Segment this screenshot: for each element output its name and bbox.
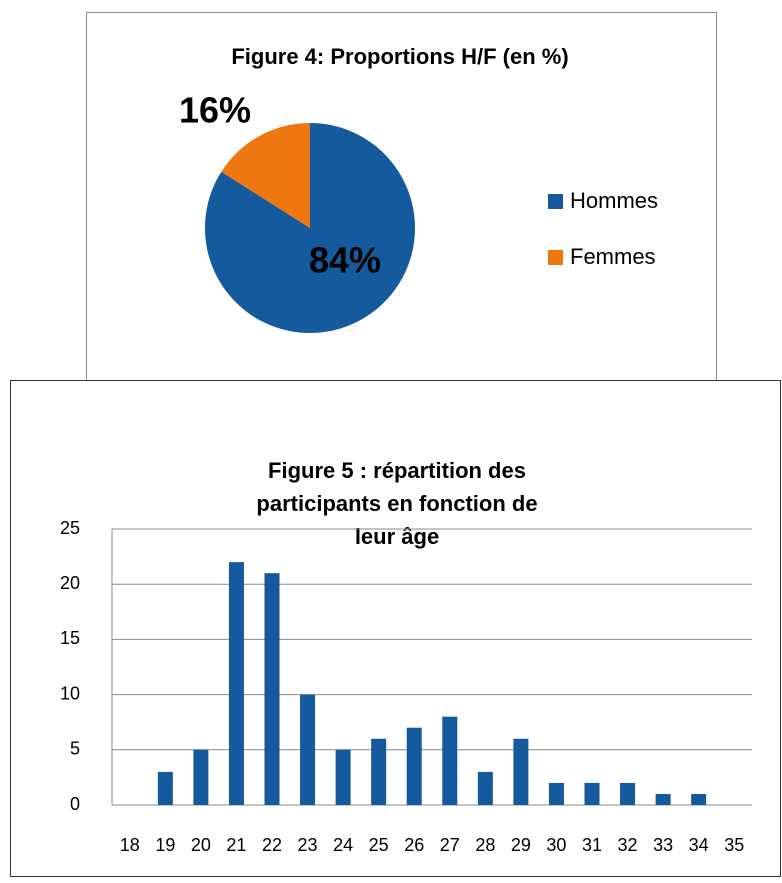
bar: [264, 573, 280, 805]
x-tick-label: 33: [653, 835, 673, 855]
x-tick-label: 28: [475, 835, 495, 855]
y-tick-label: 25: [60, 518, 80, 538]
bar: [406, 727, 422, 805]
x-tick-label: 35: [724, 835, 744, 855]
x-tick-label: 26: [404, 835, 424, 855]
y-tick-label: 5: [70, 739, 80, 759]
x-tick-label: 22: [262, 835, 282, 855]
y-tick-label: 15: [60, 628, 80, 648]
bar: [335, 749, 351, 805]
bar: [442, 716, 458, 805]
bar: [228, 562, 244, 805]
legend-label: Femmes: [570, 244, 656, 269]
bar: [584, 782, 600, 805]
legend-label: Hommes: [570, 188, 658, 213]
chart-title: Figure 5 : répartition des: [268, 458, 526, 483]
x-tick-label: 18: [120, 835, 140, 855]
data-label: 16%: [179, 90, 251, 131]
bar: [655, 793, 671, 805]
legend-swatch: [548, 250, 563, 265]
y-tick-label: 0: [70, 794, 80, 814]
x-tick-label: 30: [546, 835, 566, 855]
bar: [620, 782, 636, 805]
x-tick-label: 23: [298, 835, 318, 855]
bar: [548, 782, 564, 805]
bar: [157, 771, 173, 805]
x-tick-label: 19: [155, 835, 175, 855]
bar-frame: [10, 380, 781, 877]
bar: [193, 749, 209, 805]
x-tick-label: 20: [191, 835, 211, 855]
bar: [513, 738, 529, 805]
x-tick-label: 21: [226, 835, 246, 855]
x-tick-label: 29: [511, 835, 531, 855]
x-tick-label: 32: [618, 835, 638, 855]
x-tick-label: 31: [582, 835, 602, 855]
bar: [691, 793, 707, 805]
bar: [477, 771, 493, 805]
data-label: 84%: [309, 240, 381, 281]
chart-title: participants en fonction de: [256, 491, 537, 516]
y-tick-label: 10: [60, 683, 80, 703]
bar: [371, 738, 387, 805]
chart-title: leur âge: [355, 524, 439, 549]
x-tick-label: 24: [333, 835, 353, 855]
legend-swatch: [548, 194, 563, 209]
chart-title: Figure 4: Proportions H/F (en %): [231, 44, 568, 69]
x-tick-label: 34: [689, 835, 709, 855]
bar: [300, 694, 316, 805]
y-tick-label: 20: [60, 573, 80, 593]
x-tick-label: 25: [369, 835, 389, 855]
x-tick-label: 27: [440, 835, 460, 855]
pie-slice: [221, 123, 310, 228]
